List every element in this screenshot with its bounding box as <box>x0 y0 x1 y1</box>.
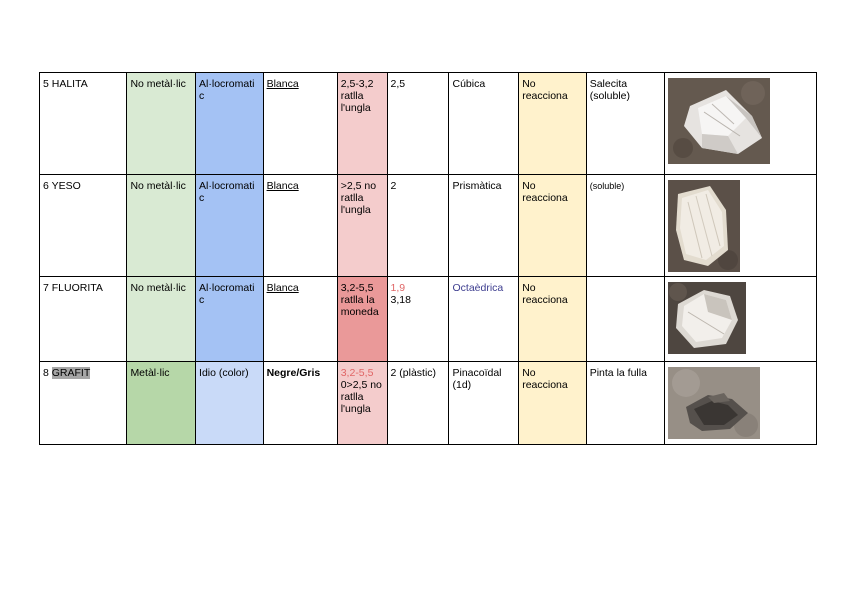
table-row: 6 YESO No metàl·lic Al·locromatic Blanca… <box>38 174 817 277</box>
mineral-name: 5 HALITA <box>38 72 128 175</box>
photo-cell <box>664 72 817 175</box>
density-cell: 2,5 <box>386 72 450 175</box>
density-value: 3,18 <box>390 294 411 306</box>
acid-reaction-cell: No reacciona <box>518 174 587 277</box>
mineral-name: 6 YESO <box>38 174 128 277</box>
graphite-mineral-photo <box>668 367 761 439</box>
acid-reaction-cell: No reacciona <box>518 361 587 445</box>
crystal-system-value: Octaèdrica <box>452 282 504 294</box>
streak-value: Negre/Gris <box>266 367 321 379</box>
photo-cell <box>664 361 817 445</box>
hardness-cell: 3,2-5,5 ratlla la moneda <box>336 276 388 362</box>
density-cell: 2 (plàstic) <box>386 361 450 445</box>
streak-value: Blanca <box>266 78 299 90</box>
minerals-table: 5 HALITA No metàl·lic Al·locromatic Blan… <box>38 72 817 445</box>
streak-cell: Blanca <box>262 72 338 175</box>
hardness-value: 0>2,5 no ratlla l'ungla <box>340 379 382 415</box>
acid-reaction-cell: No reacciona <box>518 276 587 362</box>
mineral-name-highlight: GRAFIT <box>51 367 91 379</box>
streak-cell: Blanca <box>262 174 338 277</box>
other-properties-value: (soluble) <box>589 181 625 191</box>
lustre-cell: No metàl·lic <box>126 72 197 175</box>
other-properties-cell <box>585 276 666 362</box>
lustre-cell: No metàl·lic <box>126 174 197 277</box>
hardness-cell: 3,2-5,5 0>2,5 no ratlla l'ungla <box>336 361 388 445</box>
mineral-name-prefix: 8 <box>43 367 52 379</box>
table-row: 8 GRAFIT Metàl·lic Idio (color) Negre/Gr… <box>38 361 817 445</box>
colour-type-cell: Idio (color) <box>195 361 264 445</box>
hardness-cell: >2,5 no ratlla l'ungla <box>336 174 388 277</box>
streak-cell: Blanca <box>262 276 338 362</box>
table-row: 5 HALITA No metàl·lic Al·locromatic Blan… <box>38 72 817 175</box>
hardness-value-alt: 3,2-5,5 <box>340 367 374 379</box>
halite-crystal-photo <box>668 78 771 164</box>
hardness-cell: 2,5-3,2 ratlla l'ungla <box>336 72 388 175</box>
lustre-cell: Metàl·lic <box>126 361 197 445</box>
streak-value: Blanca <box>266 180 299 192</box>
colour-type-cell: Al·locromatic <box>195 174 264 277</box>
mineral-name: 8 GRAFIT <box>38 361 128 445</box>
photo-cell <box>664 276 817 362</box>
other-properties-cell: Pinta la fulla <box>585 361 666 445</box>
colour-type-cell: Al·locromatic <box>195 276 264 362</box>
photo-cell <box>664 174 817 277</box>
density-value-alt: 1,9 <box>390 282 406 294</box>
colour-type-cell: Al·locromatic <box>195 72 264 175</box>
lustre-cell: No metàl·lic <box>126 276 197 362</box>
gypsum-crystal-photo <box>668 180 741 272</box>
mineral-name: 7 FLUORITA <box>38 276 128 362</box>
other-properties-cell: (soluble) <box>585 174 666 277</box>
density-cell: 2 <box>386 174 450 277</box>
acid-reaction-cell: No reacciona <box>518 72 587 175</box>
streak-value: Blanca <box>266 282 299 294</box>
streak-cell: Negre/Gris <box>262 361 338 445</box>
fluorite-crystal-photo <box>668 282 747 354</box>
other-properties-cell: Salecita (soluble) <box>585 72 666 175</box>
crystal-system-cell: Octaèdrica <box>448 276 520 362</box>
crystal-system-cell: Cúbica <box>448 72 520 175</box>
crystal-system-cell: Prismàtica <box>448 174 520 277</box>
density-cell: 1,9 3,18 <box>386 276 450 362</box>
table-row: 7 FLUORITA No metàl·lic Al·locromatic Bl… <box>38 276 817 362</box>
crystal-system-cell: Pinacoïdal (1d) <box>448 361 520 445</box>
